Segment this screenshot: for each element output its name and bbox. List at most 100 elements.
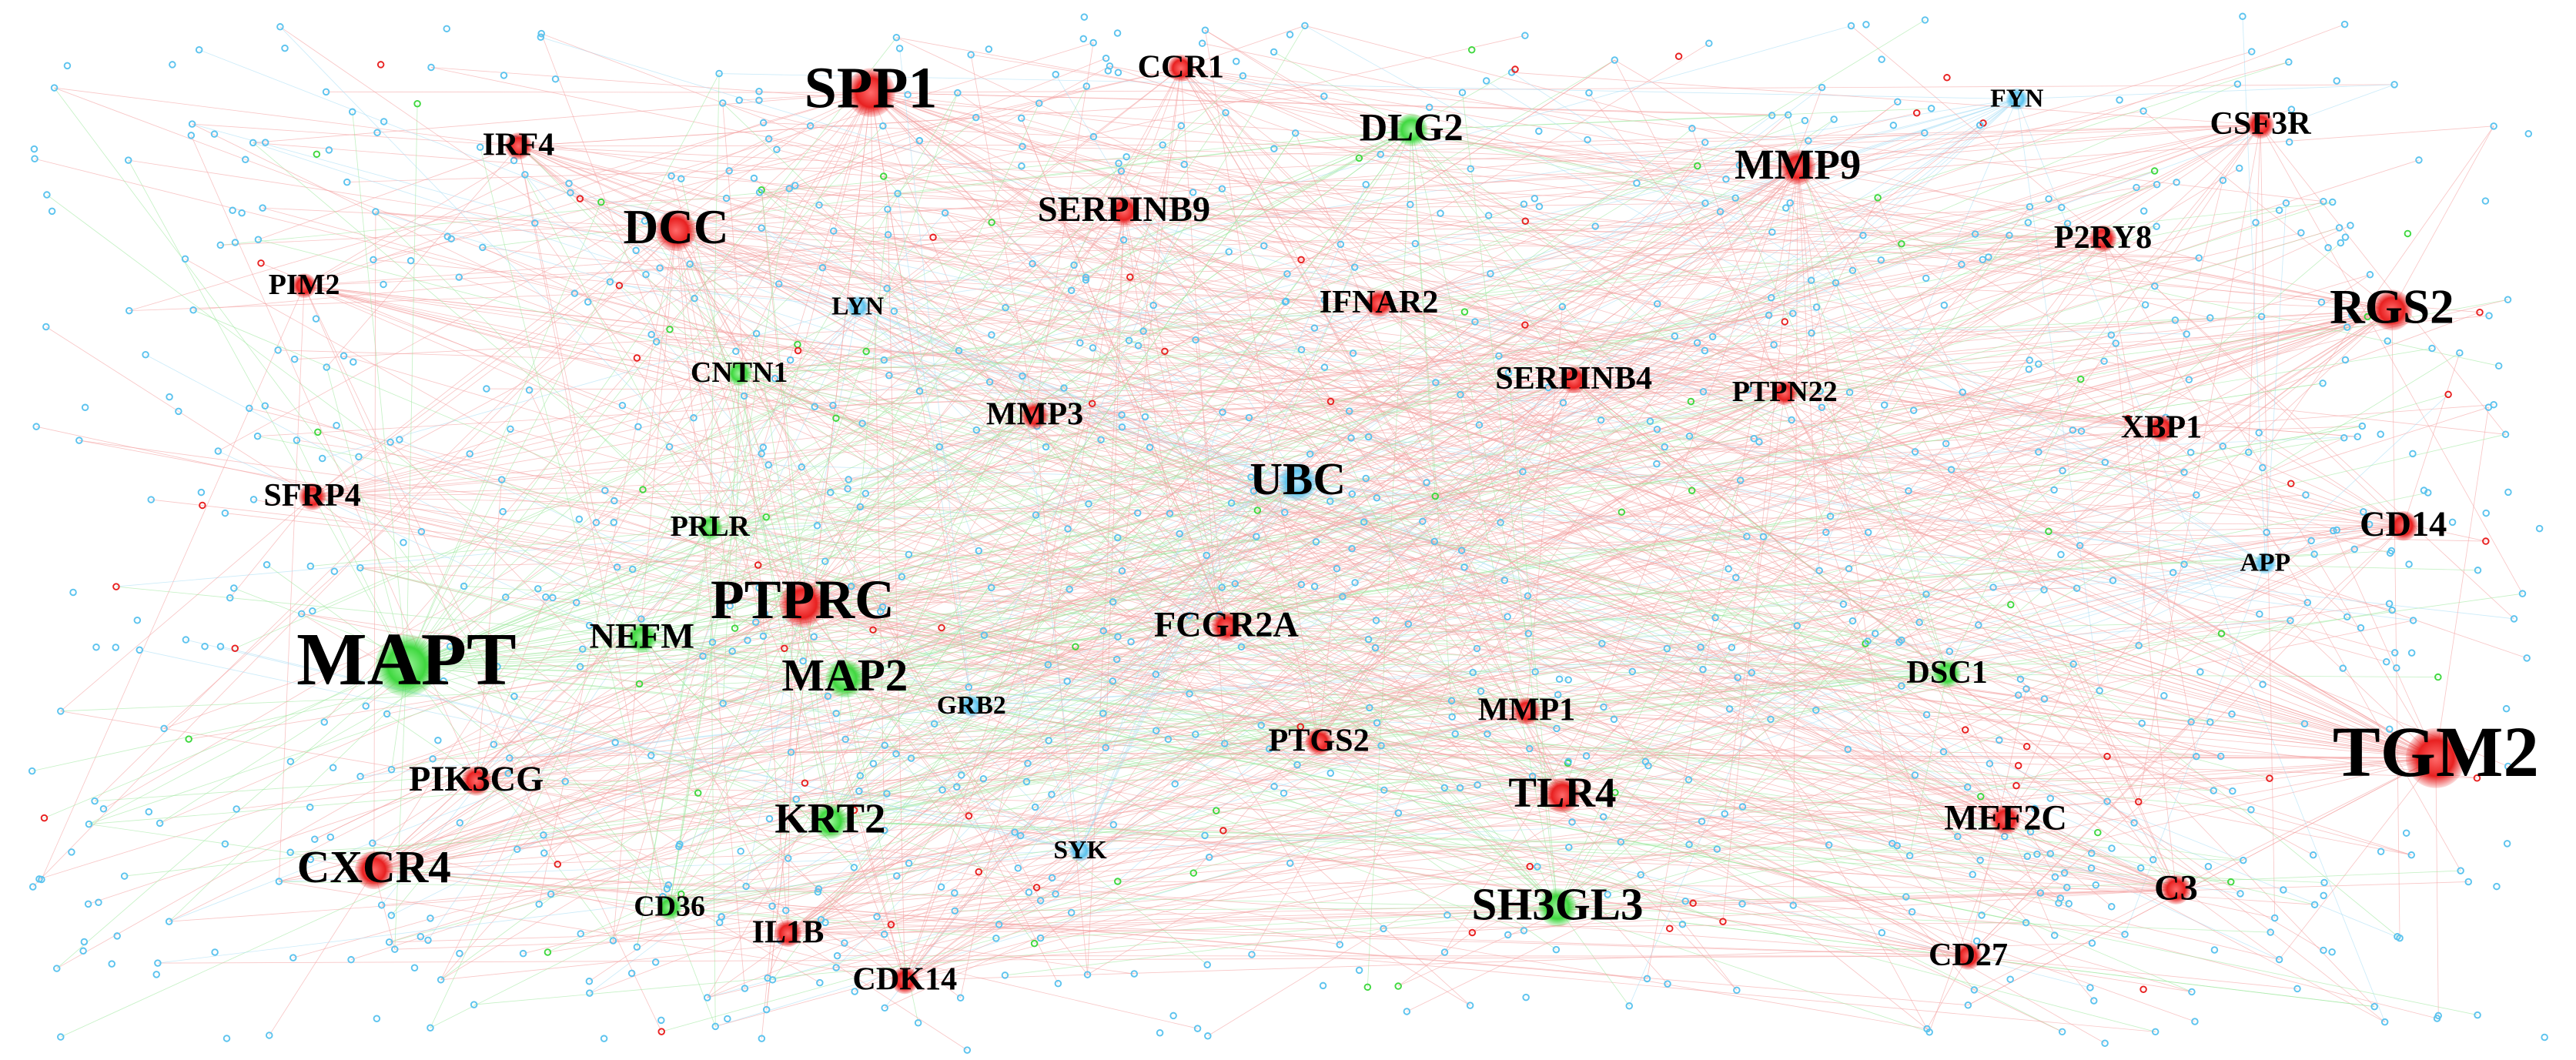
edge [1451,166,1798,717]
hub-node [1933,660,1961,687]
minor-node [2390,81,2398,89]
minor-node [1377,742,1385,750]
minor-node [1738,803,1747,811]
minor-node [1534,863,1541,871]
edge [758,587,1558,908]
minor-node [2287,617,2294,624]
minor-node [740,392,748,400]
edge [185,258,803,604]
edge [1784,197,1878,393]
minor-node [880,356,888,364]
minor-node [211,948,219,956]
minor-node [799,657,807,665]
minor-node [1524,630,1533,637]
edge [802,132,1925,604]
edge [845,304,2146,679]
minor-node [2328,948,2336,956]
minor-node [988,219,995,226]
minor-node [181,255,189,263]
minor-node [601,487,609,495]
minor-node [1201,26,1209,34]
minor-node [424,936,432,945]
minor-node [2280,886,2287,894]
minor-node [549,594,557,602]
edge [845,19,1925,679]
minor-node [112,644,120,651]
minor-node [2282,199,2290,207]
minor-node [323,363,330,371]
minor-node [2046,850,2055,858]
minor-node [1750,435,1758,443]
edge [1261,724,1969,957]
minor-node [576,663,584,670]
minor-node [519,949,527,958]
edge [1235,583,1563,796]
minor-node [907,754,915,762]
edge [1508,373,1558,908]
minor-node [1239,72,1247,80]
minor-node [1380,925,1387,933]
minor-node [1633,179,1641,187]
minor-node [955,346,963,355]
minor-node [417,527,426,536]
minor-node [2358,422,2367,430]
minor-node [169,61,176,69]
minor-node [63,62,72,70]
edge [971,641,1899,707]
minor-node [2139,107,2147,115]
minor-node [894,189,902,198]
edge [312,381,990,497]
minor-node [84,900,92,908]
minor-node [764,461,772,469]
hub-node [1544,777,1581,814]
edge [1507,757,2436,935]
edge [721,757,2436,918]
node-label: UBC [1250,453,1346,504]
node-label: CD27 [1929,937,2008,973]
minor-node [437,976,445,984]
minor-node [2502,704,2511,713]
edge [236,780,477,810]
minor-node [893,872,901,880]
minor-node [1705,39,1713,48]
minor-node [1468,928,1477,937]
minor-node [664,881,673,889]
edge [1226,437,1352,627]
minor-node [1844,745,1852,754]
edge [722,102,2404,527]
minor-node [755,189,764,196]
minor-node [938,624,945,632]
minor-node [2320,878,2328,887]
edge [406,125,884,666]
edge [866,351,1298,483]
minor-node [2377,430,2384,438]
edge [613,757,2436,941]
minor-node [2217,630,2226,637]
minor-node [537,33,545,42]
minor-node [95,898,102,906]
edge [1092,403,2176,890]
edge [476,227,2340,781]
edge [739,373,1910,856]
minor-node [1646,417,1654,425]
edge [258,239,1948,674]
minor-node [1977,793,1985,801]
edge [1645,309,2393,762]
hub-node [774,919,802,948]
minor-node [506,754,514,762]
minor-node [383,710,391,718]
minor-node [2094,828,2102,837]
edge [905,125,1981,981]
minor-node [370,256,377,264]
edge [975,117,2437,759]
edge [1526,711,1928,1029]
edge [1055,74,1299,483]
minor-node [1014,864,1022,872]
edge [430,907,670,1028]
edge [919,140,2392,311]
minor-node [975,868,983,876]
minor-node [1782,204,1790,212]
minor-node [1898,239,1905,248]
edge [518,145,1705,204]
minor-node [1497,519,1504,527]
